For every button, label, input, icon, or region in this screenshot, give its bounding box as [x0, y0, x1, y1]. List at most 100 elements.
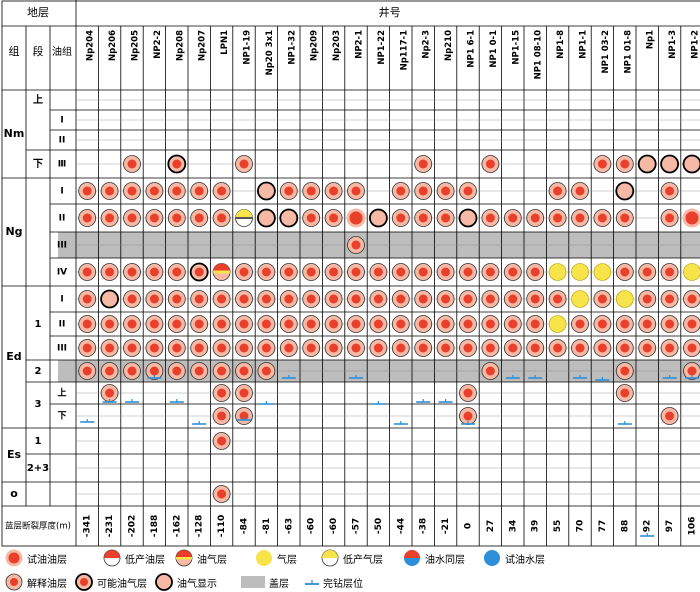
oil-symbol	[548, 339, 567, 357]
oil-symbol	[145, 209, 164, 227]
oil-symbol	[436, 263, 455, 281]
well-name: NP1 01-8	[623, 30, 633, 74]
oil-symbol	[235, 290, 253, 308]
gas-symbol	[593, 263, 612, 281]
oil-symbol	[683, 315, 700, 333]
show-symbol	[368, 208, 388, 228]
oil-symbol	[145, 290, 164, 308]
oil-symbol	[212, 407, 231, 425]
oil-symbol	[347, 236, 365, 254]
thickness-value: -110	[217, 515, 227, 538]
oil-symbol	[78, 209, 97, 227]
oil-symbol	[615, 339, 634, 357]
legend-item-water: 试油水层	[482, 548, 545, 568]
oil-symbol	[436, 290, 455, 308]
legend-item-gas: 气层	[254, 548, 297, 568]
oil-symbol	[481, 263, 500, 281]
oil-symbol	[78, 362, 97, 380]
oil-symbol	[347, 339, 365, 357]
oil-symbol	[100, 362, 119, 380]
well-name: Np209	[310, 30, 320, 61]
thickness-value: -162	[172, 515, 182, 538]
oil-symbol	[459, 182, 477, 200]
thickness-value: 77	[598, 520, 608, 533]
well-name: NP1 0-1	[489, 30, 499, 68]
oil-symbol	[459, 263, 477, 281]
oil-symbol	[123, 315, 141, 333]
section-label: 1	[35, 319, 42, 330]
oil-symbol	[615, 384, 634, 402]
section-label: 下	[33, 158, 43, 170]
legend-item-low-gas: 低产气层	[320, 548, 383, 568]
oil-symbol	[167, 315, 186, 333]
oil-symbol	[414, 155, 433, 173]
oil-symbol	[414, 209, 433, 227]
sand-label: II	[59, 214, 66, 224]
oil-symbol	[436, 182, 455, 200]
oil-symbol	[235, 155, 253, 173]
oil-icon	[5, 549, 23, 567]
gas-symbol	[548, 263, 567, 281]
thickness-value: -60	[307, 518, 317, 534]
legend-item-oil-water: 油水同层	[402, 548, 465, 568]
oil-symbol	[660, 182, 679, 200]
oil-symbol	[145, 315, 164, 333]
oil-symbol	[212, 339, 231, 357]
oil-symbol	[503, 315, 522, 333]
thickness-value: -81	[262, 518, 272, 534]
show-symbol	[682, 154, 700, 174]
oil-symbol	[391, 290, 410, 308]
thickness-value: 106	[688, 517, 698, 536]
oil-symbol	[369, 290, 388, 308]
legend-label: 可能油气层	[97, 578, 147, 590]
oil-symbol	[615, 155, 634, 173]
well-name: NP1-8	[556, 30, 566, 59]
oil-symbol	[145, 182, 164, 200]
thickness-value: 70	[576, 520, 586, 533]
gas-symbol	[615, 290, 634, 308]
show-symbol	[279, 208, 299, 228]
well-name: Np206	[108, 30, 118, 61]
header-group: 组	[9, 44, 20, 58]
oil-symbol	[347, 315, 365, 333]
oil-symbol	[615, 209, 634, 227]
oil-symbol	[235, 407, 253, 425]
stratigraphy-table: 地层 井号组段油组 Np204 Np206 Np205 NP2-2 Np208 Np207 LP…	[1, 0, 700, 547]
oil-symbol	[660, 315, 679, 333]
well-name: Np204	[86, 30, 96, 61]
group-label: Nm	[4, 127, 25, 140]
oil-symbol	[123, 182, 141, 200]
oil-symbol	[257, 315, 276, 333]
oil-symbol	[190, 209, 209, 227]
oil-symbol	[190, 339, 209, 357]
oil-symbol	[279, 339, 298, 357]
well-name: NP1-3	[668, 30, 678, 59]
oil-symbol	[123, 290, 141, 308]
group-label: o	[10, 487, 18, 500]
sand-label: I	[60, 187, 63, 197]
oil-symbol	[615, 263, 634, 281]
oil-symbol	[481, 209, 500, 227]
oil-symbol	[683, 290, 700, 308]
oil-symbol	[235, 362, 253, 380]
oil-symbol	[279, 315, 298, 333]
sand-label: I	[60, 295, 63, 305]
oil-symbol	[503, 339, 522, 357]
well-name: NP1 6-1	[467, 30, 477, 68]
oil-symbol	[683, 362, 700, 380]
oil-symbol	[167, 362, 186, 380]
well-name: Np117-1	[399, 30, 409, 70]
sand-label: I	[60, 116, 63, 126]
show-symbol	[256, 181, 276, 201]
oil-symbol	[212, 315, 231, 333]
oil-symbol	[660, 407, 679, 425]
oil-symbol	[324, 290, 343, 308]
show-symbol	[637, 154, 657, 174]
oil-symbol	[78, 263, 97, 281]
oil-symbol	[347, 182, 365, 200]
header-section: 段	[33, 44, 44, 58]
oil-symbol	[369, 339, 388, 357]
oil-symbol	[369, 263, 388, 281]
oil-symbol	[123, 263, 141, 281]
thickness-value: 55	[553, 520, 563, 533]
